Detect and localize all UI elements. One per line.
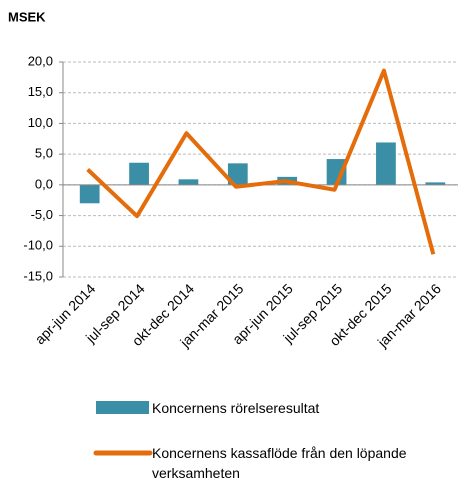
y-tick-label: 5,0 [35, 146, 53, 161]
y-tick-label: -5,0 [31, 207, 53, 222]
bar [227, 163, 248, 185]
bar [326, 159, 347, 185]
y-tick-label: 20,0 [28, 53, 53, 68]
legend-swatch [96, 401, 149, 414]
bar [129, 162, 149, 185]
line [86, 68, 436, 255]
bar [79, 184, 100, 204]
y-tick-label: 15,0 [28, 84, 53, 99]
legend-label: Koncernens rörelseresultat [152, 400, 320, 416]
bar [376, 142, 396, 185]
chart-title: MSEK [8, 9, 46, 24]
y-tick-label: -15,0 [23, 268, 53, 283]
y-tick-label: 0,0 [35, 176, 53, 191]
bar [178, 179, 199, 185]
y-tick-label: -10,0 [23, 238, 53, 253]
bar [425, 182, 446, 185]
y-tick-label: 10,0 [28, 115, 53, 130]
legend-label: Koncernens kassaflöde från den löpande v… [152, 445, 407, 481]
